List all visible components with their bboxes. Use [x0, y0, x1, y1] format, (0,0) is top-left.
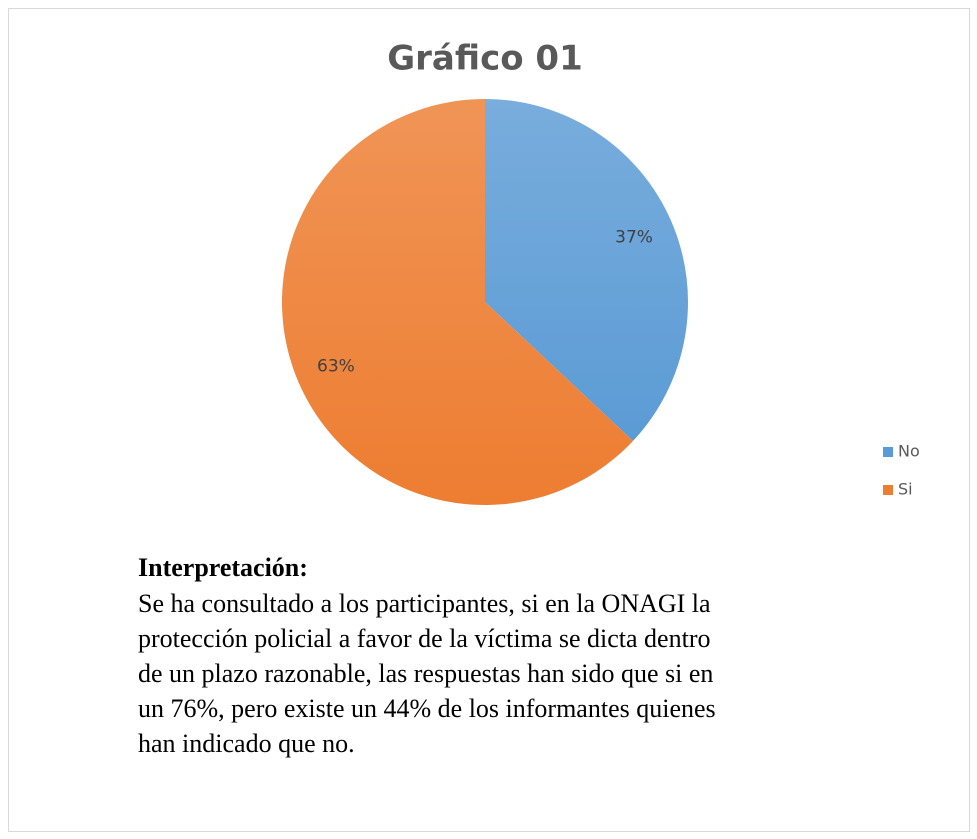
- legend-label: No: [898, 442, 920, 461]
- interpretation-heading: Interpretación:: [138, 553, 308, 582]
- interpretation-line: han indicado que no.: [138, 729, 355, 758]
- legend-swatch: [883, 485, 893, 495]
- pie-slice: [281, 99, 633, 505]
- interpretation-line: Se ha consultado a los participantes, si…: [138, 589, 711, 618]
- pie-slice: [485, 99, 688, 441]
- data-label: 63%: [317, 356, 355, 376]
- chart-title: Gráfico 01: [387, 39, 582, 79]
- data-label: 37%: [615, 228, 653, 248]
- legend-swatch: [883, 447, 893, 457]
- interpretation-line: un 76%, pero existe un 44% de los inform…: [138, 694, 716, 723]
- interpretation-line: de un plazo razonable, las respuestas ha…: [138, 659, 713, 688]
- interpretation-line: protección policial a favor de la víctim…: [138, 624, 710, 653]
- legend-label: Si: [898, 480, 913, 499]
